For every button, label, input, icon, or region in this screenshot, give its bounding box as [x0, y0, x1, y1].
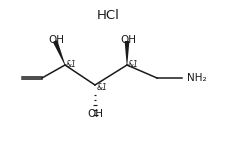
Polygon shape — [53, 40, 65, 65]
Text: &1: &1 — [66, 60, 77, 69]
Text: NH₂: NH₂ — [187, 73, 207, 83]
Polygon shape — [125, 41, 129, 65]
Text: &1: &1 — [128, 60, 139, 69]
Text: &1: &1 — [97, 83, 108, 92]
Text: OH: OH — [87, 109, 103, 119]
Text: OH: OH — [48, 35, 64, 45]
Text: OH: OH — [120, 35, 136, 45]
Text: HCl: HCl — [97, 9, 119, 22]
